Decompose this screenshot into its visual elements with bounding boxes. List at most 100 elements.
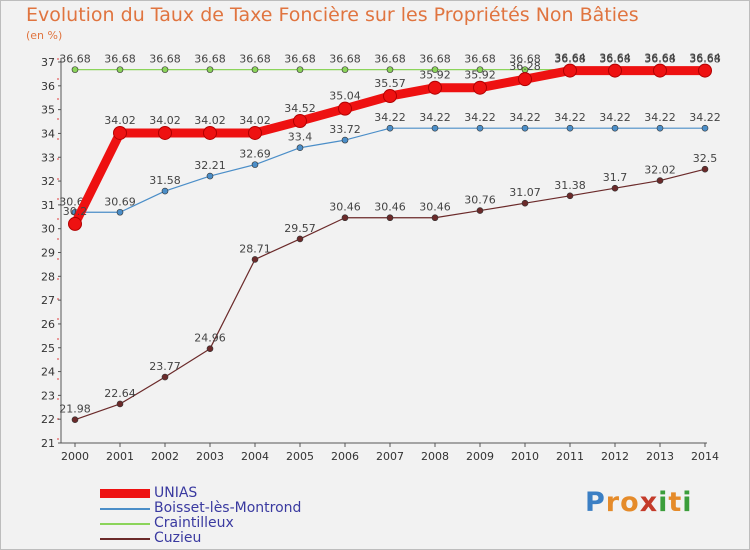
chart-title: Evolution du Taux de Taxe Foncière sur l… [26, 4, 639, 26]
unit-label: (en %) [26, 29, 63, 42]
data-point [206, 172, 214, 180]
data-point [206, 345, 214, 353]
data-label: 36.64 [644, 52, 676, 65]
data-point [113, 125, 127, 140]
y-tick-label: 30 [41, 223, 55, 236]
data-label: 36.68 [644, 53, 676, 66]
legend-swatch [100, 489, 150, 498]
data-point [431, 214, 439, 222]
data-point [116, 208, 124, 216]
data-point [386, 124, 394, 132]
x-tick-label: 2001 [106, 450, 134, 463]
data-point [248, 125, 262, 140]
data-label: 36.64 [599, 52, 631, 65]
y-tick-label: 25 [41, 342, 55, 355]
data-label: 34.02 [149, 114, 181, 127]
data-label: 36.68 [599, 53, 631, 66]
data-label: 34.22 [599, 111, 631, 124]
data-point [476, 124, 484, 132]
data-label: 36.68 [149, 53, 181, 66]
data-point [341, 136, 349, 144]
data-label: 36.68 [329, 53, 361, 66]
data-label: 34.02 [239, 114, 271, 127]
y-tick-label: 27 [41, 294, 55, 307]
data-point [341, 214, 349, 222]
data-label: 34.22 [509, 111, 541, 124]
y-tick-label: 32 [41, 175, 55, 188]
data-point [611, 184, 619, 192]
data-label: 33.4 [288, 131, 313, 144]
data-point [476, 207, 484, 214]
data-label: 28.71 [239, 242, 271, 255]
x-tick-label: 2010 [511, 450, 539, 463]
legend: UNIAS Boisset-lès-Montrond Craintilleux Cuz… [100, 486, 301, 546]
data-label: 30.46 [419, 201, 451, 214]
x-tick-label: 2014 [691, 450, 719, 463]
data-label: 31.7 [603, 171, 628, 184]
data-label: 36.68 [239, 53, 271, 66]
y-tick-label: 23 [41, 389, 55, 402]
data-label: 35.57 [374, 77, 406, 90]
data-point [251, 161, 259, 168]
data-point [656, 177, 664, 184]
x-tick-label: 2012 [601, 450, 629, 463]
data-point [161, 66, 169, 73]
y-tick-label: 26 [41, 318, 55, 331]
data-label: 36.68 [59, 53, 91, 66]
x-tick-label: 2011 [556, 450, 584, 463]
logo-letter: P [585, 487, 606, 518]
data-label: 29.57 [284, 222, 316, 235]
data-label: 36.68 [554, 53, 586, 66]
legend-item: Craintilleux [100, 516, 301, 531]
data-label: 34.02 [194, 114, 226, 127]
data-label: 36.68 [509, 53, 541, 66]
logo-letter: o [620, 487, 640, 518]
data-label: 31.07 [509, 186, 541, 199]
y-tick-label: 35 [41, 104, 55, 117]
data-point [68, 216, 82, 231]
data-point [116, 66, 124, 73]
data-point [116, 400, 124, 408]
data-label: 35.04 [329, 90, 361, 103]
data-point [518, 72, 532, 87]
data-label: 36.28 [509, 60, 541, 73]
x-tick-label: 2013 [646, 450, 674, 463]
data-point [521, 124, 529, 132]
legend-label: UNIAS [154, 485, 198, 501]
data-label: 32.5 [693, 152, 718, 165]
y-tick-label: 31 [41, 199, 55, 212]
x-tick-label: 2007 [376, 450, 404, 463]
legend-label: Cuzieu [154, 530, 202, 546]
data-point [386, 66, 394, 73]
data-label: 36.68 [374, 53, 406, 66]
data-label: 34.22 [689, 111, 721, 124]
proxiti-logo: Proxiti [585, 487, 693, 518]
data-label: 30.46 [329, 201, 361, 214]
data-label: 35.92 [419, 69, 451, 82]
x-tick-label: 2000 [61, 450, 89, 463]
data-point [293, 114, 307, 129]
y-tick-label: 22 [41, 413, 55, 426]
y-tick-label: 34 [41, 127, 55, 140]
data-point [431, 66, 439, 73]
data-label: 30.76 [464, 194, 496, 207]
data-label: 21.98 [59, 403, 91, 416]
data-label: 32.02 [644, 164, 676, 177]
x-tick-label: 2003 [196, 450, 224, 463]
data-point [341, 66, 349, 73]
data-label: 34.22 [419, 111, 451, 124]
data-point [251, 66, 259, 73]
data-point [521, 199, 529, 207]
x-tick-label: 2008 [421, 450, 449, 463]
data-point [608, 63, 622, 78]
logo-letter: t [668, 487, 683, 518]
data-point [203, 125, 217, 140]
data-label: 36.68 [464, 53, 496, 66]
data-point [383, 89, 397, 104]
data-label: 31.38 [554, 179, 586, 192]
data-label: 36.68 [284, 53, 316, 66]
data-label: 34.22 [464, 111, 496, 124]
x-tick-label: 2005 [286, 450, 314, 463]
data-point [656, 124, 664, 132]
